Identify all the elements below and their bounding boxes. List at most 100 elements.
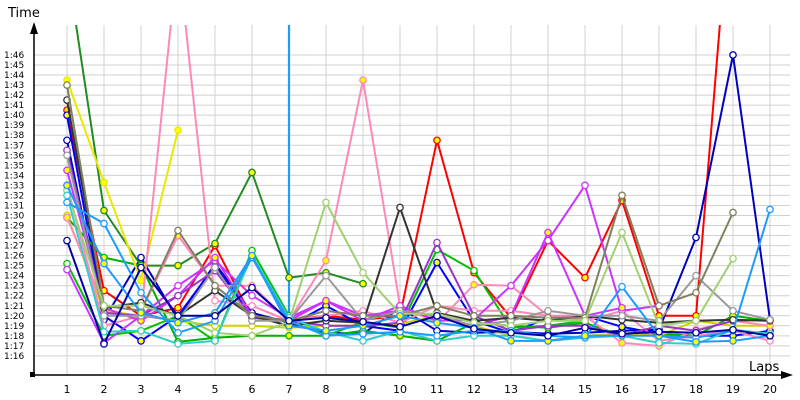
y-tick-label: 1:25: [4, 262, 24, 272]
x-tick-label: 2: [101, 383, 108, 396]
data-point-marker: [100, 327, 108, 336]
x-tick-label: 7: [286, 383, 293, 396]
data-point-marker: [729, 306, 737, 315]
data-point-marker: [433, 136, 441, 145]
data-point-marker: [618, 228, 626, 237]
series-sky-blue-2: [63, 181, 774, 346]
data-point-marker: [729, 325, 737, 334]
y-tick-label: 1:21: [4, 302, 24, 312]
x-tick-label: 6: [249, 383, 256, 396]
data-point-marker: [248, 168, 256, 177]
data-point-marker: [544, 331, 552, 340]
series-line: [66, 240, 771, 345]
data-point-marker: [655, 327, 663, 336]
y-tick-label: 1:23: [4, 282, 24, 292]
data-point-marker: [507, 311, 515, 320]
data-point-marker: [692, 338, 700, 346]
data-point-marker: [470, 266, 478, 275]
series-line: [66, 54, 771, 335]
y-tick-label: 1:32: [4, 191, 24, 201]
data-point-marker: [174, 126, 182, 135]
data-point-marker: [137, 288, 145, 297]
x-tick-label: 1: [64, 383, 71, 396]
data-point-marker: [174, 318, 182, 327]
data-point-marker: [618, 282, 626, 291]
y-tick-label: 1:38: [4, 131, 24, 141]
data-point-marker: [137, 253, 145, 262]
series-yellow: [63, 76, 182, 285]
x-tick-label: 4: [175, 383, 182, 396]
data-point-marker: [766, 331, 774, 340]
data-point-marker: [322, 313, 330, 322]
x-axis-title: Laps: [749, 360, 779, 375]
data-point-marker: [507, 328, 515, 337]
y-tick-label: 1:17: [4, 342, 24, 352]
data-point-marker: [248, 301, 256, 310]
data-point-marker: [63, 198, 71, 207]
data-point-marker: [581, 323, 589, 332]
y-tick-label: 1:44: [4, 71, 24, 81]
data-point-marker: [100, 178, 108, 187]
data-point-marker: [433, 318, 441, 327]
axes: Time Laps: [7, 6, 793, 379]
data-point-marker: [322, 271, 330, 280]
data-point-marker: [507, 337, 515, 345]
y-tick-label: 1:30: [4, 211, 24, 221]
data-point-marker: [211, 281, 219, 290]
data-point-marker: [322, 296, 330, 305]
data-point-marker: [211, 337, 219, 345]
data-point-marker: [359, 337, 367, 345]
y-tick-label: 1:40: [4, 111, 24, 121]
data-point-marker: [211, 253, 219, 262]
data-point-marker: [655, 301, 663, 310]
data-point-marker: [322, 256, 330, 265]
x-tick-label: 10: [393, 383, 407, 396]
y-tick-label: 1:45: [4, 61, 24, 71]
origin-marker: [30, 372, 35, 377]
data-point-marker: [692, 288, 700, 297]
data-point-marker: [322, 306, 330, 315]
data-point-marker: [729, 254, 737, 263]
series-line: [66, 216, 771, 343]
y-tick-label: 1:33: [4, 181, 24, 191]
series-navy: [63, 236, 774, 348]
data-point-marker: [544, 316, 552, 325]
data-point-marker: [174, 328, 182, 337]
y-axis-title: Time: [7, 6, 40, 21]
data-point-marker: [396, 311, 404, 320]
series-black: [63, 96, 774, 330]
x-tick-label: 18: [689, 383, 703, 396]
series-line: [66, 195, 771, 345]
data-point-marker: [248, 311, 256, 320]
data-point-marker: [100, 301, 108, 310]
data-point-marker: [174, 291, 182, 300]
y-tick-label: 1:36: [4, 151, 24, 161]
data-point-marker: [63, 213, 71, 222]
series-line: [66, 79, 179, 282]
y-tick-label: 1:31: [4, 201, 24, 211]
data-point-marker: [248, 331, 256, 340]
data-point-marker: [396, 322, 404, 331]
data-point-marker: [766, 315, 774, 324]
y-tick-label: 1:39: [4, 121, 24, 131]
data-point-marker: [433, 331, 441, 340]
data-point-marker: [174, 226, 182, 235]
y-tick-label: 1:22: [4, 292, 24, 302]
y-tick-label: 1:35: [4, 161, 24, 171]
data-point-marker: [433, 258, 441, 267]
data-point-marker: [211, 263, 219, 272]
data-point-marker: [359, 317, 367, 326]
data-point-marker: [211, 239, 219, 248]
data-point-marker: [433, 311, 441, 320]
data-point-marker: [470, 324, 478, 333]
data-point-marker: [544, 228, 552, 237]
data-point-marker: [470, 311, 478, 320]
data-point-marker: [137, 308, 145, 317]
x-tick-label: 16: [615, 383, 629, 396]
series-green-dark: [75, 25, 367, 288]
data-point-marker: [618, 322, 626, 331]
data-point-marker: [63, 181, 71, 190]
x-axis-ticks: 1 2 3 4 5 6 7 8 9 10 11 12 13 14 15 16 17 18 19 20: [64, 383, 778, 396]
data-point-marker: [248, 283, 256, 292]
x-tick-label: 17: [652, 383, 666, 396]
